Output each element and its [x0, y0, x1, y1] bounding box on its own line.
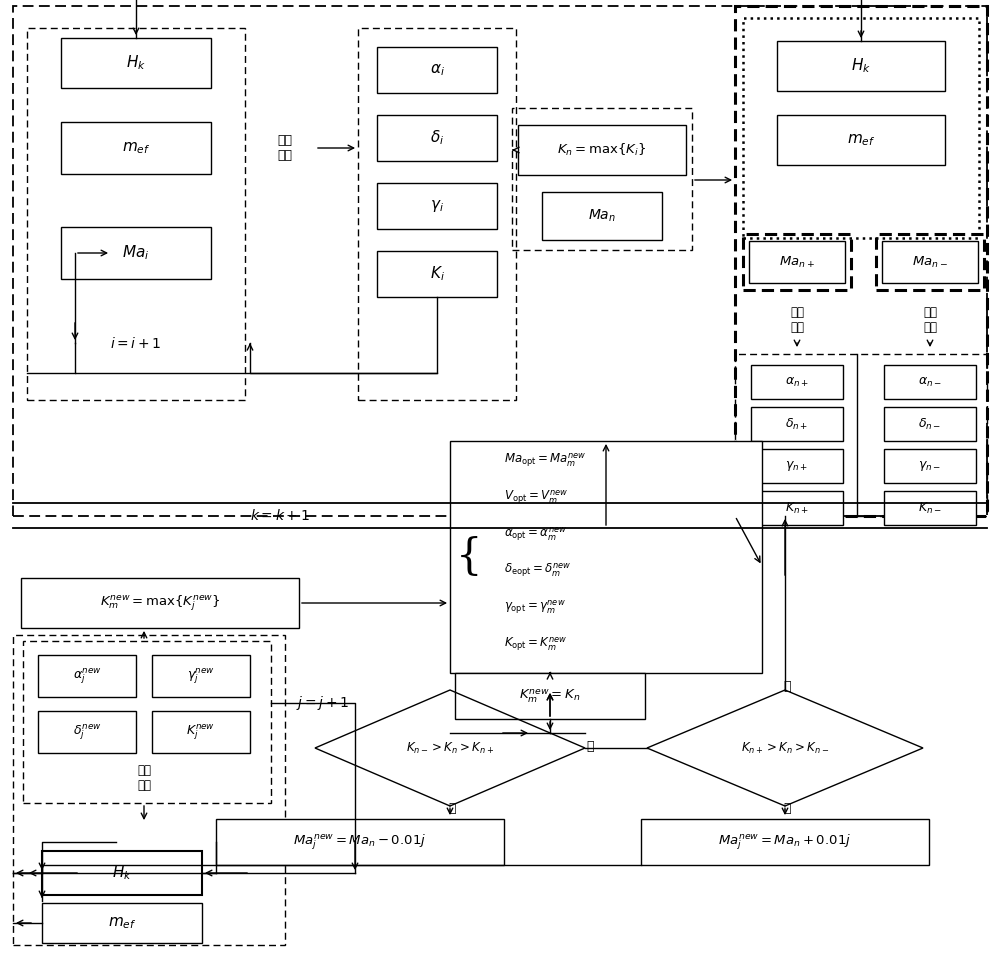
Text: $Ma_i$: $Ma_i$: [122, 243, 150, 262]
Bar: [13, 6, 987, 516]
Bar: [777, 115, 945, 165]
Text: $\delta_{n-}$: $\delta_{n-}$: [918, 417, 942, 431]
Text: $K_m^{new}=K_n$: $K_m^{new}=K_n$: [519, 687, 581, 705]
Bar: [377, 183, 497, 229]
Text: $K_{n-}>K_n>K_{n+}$: $K_{n-}>K_n>K_{n+}$: [406, 741, 494, 756]
Text: $m_{ef}$: $m_{ef}$: [847, 132, 875, 148]
Bar: [13, 635, 285, 945]
Bar: [884, 365, 976, 399]
Text: $\alpha_{\rm opt}=\alpha_m^{new}$: $\alpha_{\rm opt}=\alpha_m^{new}$: [504, 525, 567, 542]
Bar: [152, 711, 250, 753]
Text: $\gamma_j^{new}$: $\gamma_j^{new}$: [187, 666, 215, 686]
Bar: [884, 449, 976, 483]
Bar: [512, 108, 692, 250]
Text: $K_{\rm opt}=K_m^{new}$: $K_{\rm opt}=K_m^{new}$: [504, 635, 568, 653]
Text: $V_{\rm opt}=V_m^{new}$: $V_{\rm opt}=V_m^{new}$: [504, 488, 568, 506]
Bar: [882, 241, 978, 283]
Text: 是: 是: [448, 802, 456, 814]
Bar: [641, 819, 929, 865]
Text: 否: 否: [783, 679, 791, 693]
Text: 是: 是: [783, 802, 791, 814]
Bar: [751, 407, 843, 441]
Text: $\gamma_{\rm opt}=\gamma_m^{new}$: $\gamma_{\rm opt}=\gamma_m^{new}$: [504, 598, 566, 616]
Bar: [377, 47, 497, 93]
Bar: [884, 407, 976, 441]
Bar: [542, 192, 662, 240]
Text: $Ma_n$: $Ma_n$: [588, 208, 616, 224]
Bar: [751, 365, 843, 399]
Bar: [735, 6, 987, 516]
Text: $K_i$: $K_i$: [430, 264, 444, 284]
Text: $\gamma_{n-}$: $\gamma_{n-}$: [918, 459, 942, 473]
Text: $\delta_j^{new}$: $\delta_j^{new}$: [73, 722, 101, 741]
Text: $\delta_{\rm eopt}=\delta_m^{new}$: $\delta_{\rm eopt}=\delta_m^{new}$: [504, 561, 572, 580]
Text: $H_k$: $H_k$: [126, 54, 146, 73]
Text: $H_k$: $H_k$: [112, 864, 132, 882]
Bar: [38, 655, 136, 697]
Text: $K_{n+}>K_n>K_{n-}$: $K_{n+}>K_n>K_{n-}$: [741, 741, 829, 756]
Bar: [777, 41, 945, 91]
Text: $i = i+1$: $i = i+1$: [110, 335, 162, 351]
Text: $\delta_i$: $\delta_i$: [430, 128, 444, 148]
Bar: [216, 819, 504, 865]
Text: $k = k+1$: $k = k+1$: [250, 509, 310, 523]
Bar: [751, 491, 843, 525]
Bar: [751, 449, 843, 483]
Bar: [61, 38, 211, 88]
Text: {: {: [456, 536, 482, 578]
Bar: [377, 251, 497, 297]
Bar: [61, 227, 211, 279]
Text: 配平
计算: 配平 计算: [278, 134, 292, 162]
Text: $\alpha_{n-}$: $\alpha_{n-}$: [918, 376, 942, 389]
Bar: [518, 125, 686, 175]
Text: $K_n = \mathrm{max}\{K_i\}$: $K_n = \mathrm{max}\{K_i\}$: [557, 142, 647, 158]
Bar: [21, 578, 299, 628]
Bar: [42, 851, 202, 895]
Text: $K_{n+}$: $K_{n+}$: [785, 500, 809, 515]
Bar: [23, 641, 271, 803]
Text: $H_k$: $H_k$: [851, 57, 871, 76]
Bar: [735, 354, 987, 516]
Text: 配平
计算: 配平 计算: [137, 764, 151, 792]
Bar: [152, 655, 250, 697]
Bar: [743, 234, 851, 290]
Bar: [749, 241, 845, 283]
Text: $K_j^{new}$: $K_j^{new}$: [186, 722, 216, 741]
Text: $\alpha_j^{new}$: $\alpha_j^{new}$: [73, 666, 101, 686]
Text: $K_m^{new}=\mathrm{max}\{K_j^{new}\}$: $K_m^{new}=\mathrm{max}\{K_j^{new}\}$: [100, 593, 220, 613]
Bar: [743, 18, 979, 238]
Bar: [450, 441, 762, 673]
Bar: [27, 28, 245, 400]
Text: 配平
计算: 配平 计算: [923, 306, 937, 334]
Text: $\alpha_{n+}$: $\alpha_{n+}$: [785, 376, 809, 389]
Text: $Ma_{n-}$: $Ma_{n-}$: [912, 255, 948, 269]
Text: $\delta_{n+}$: $\delta_{n+}$: [785, 417, 809, 431]
Text: $K_{n-}$: $K_{n-}$: [918, 500, 942, 515]
Text: $Ma_j^{new}=Ma_n+0.01j$: $Ma_j^{new}=Ma_n+0.01j$: [718, 833, 852, 852]
Text: $\alpha_i$: $\alpha_i$: [430, 62, 444, 78]
Text: 否: 否: [586, 740, 594, 752]
Text: $j = j+1$: $j = j+1$: [296, 694, 348, 712]
Text: $\gamma_{n+}$: $\gamma_{n+}$: [785, 459, 809, 473]
Bar: [876, 234, 984, 290]
Bar: [455, 673, 645, 719]
Text: $Ma_j^{new}=Ma_n-0.01j$: $Ma_j^{new}=Ma_n-0.01j$: [293, 833, 427, 852]
Bar: [38, 711, 136, 753]
Text: $\gamma_i$: $\gamma_i$: [430, 198, 444, 214]
Bar: [358, 28, 516, 400]
Text: $Ma_{\rm opt}=Ma_m^{new}$: $Ma_{\rm opt}=Ma_m^{new}$: [504, 451, 587, 469]
Text: $m_{ef}$: $m_{ef}$: [108, 915, 136, 931]
Bar: [61, 122, 211, 174]
Bar: [377, 115, 497, 161]
Text: $Ma_{n+}$: $Ma_{n+}$: [779, 255, 815, 269]
Bar: [42, 903, 202, 943]
Text: 配平
计算: 配平 计算: [790, 306, 804, 334]
Bar: [884, 491, 976, 525]
Text: $m_{ef}$: $m_{ef}$: [122, 140, 150, 156]
